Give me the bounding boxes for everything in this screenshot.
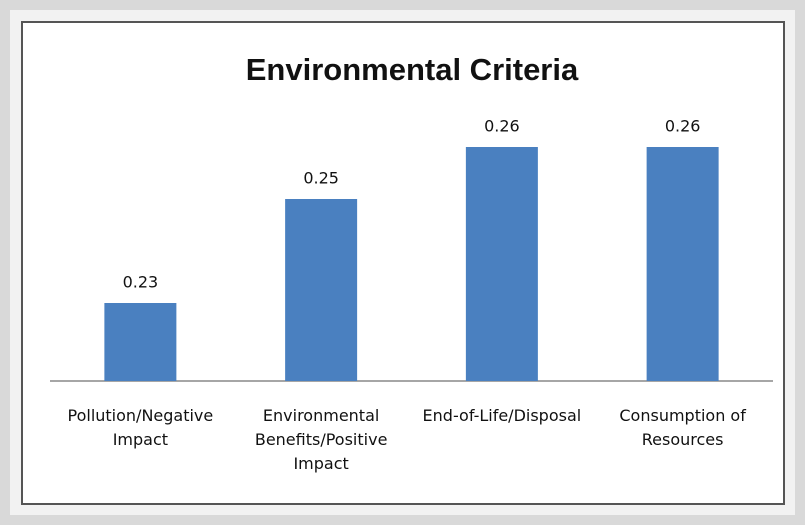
x-tick-label: Consumption of Resources bbox=[619, 406, 746, 449]
bar bbox=[646, 147, 719, 381]
value-label: 0.23 bbox=[123, 273, 159, 292]
value-label: 0.25 bbox=[303, 169, 339, 188]
x-tick-label: Environmental Benefits/Positive Impact bbox=[254, 406, 388, 473]
chart-title: Environmental Criteria bbox=[246, 52, 579, 87]
value-label: 0.26 bbox=[484, 117, 520, 136]
bar bbox=[285, 199, 358, 381]
x-tick-label: End-of-Life/Disposal bbox=[422, 406, 582, 425]
bar bbox=[465, 147, 538, 381]
value-label: 0.26 bbox=[665, 117, 701, 136]
bar bbox=[104, 303, 177, 381]
x-tick-label: Pollution/Negative Impact bbox=[67, 406, 214, 449]
